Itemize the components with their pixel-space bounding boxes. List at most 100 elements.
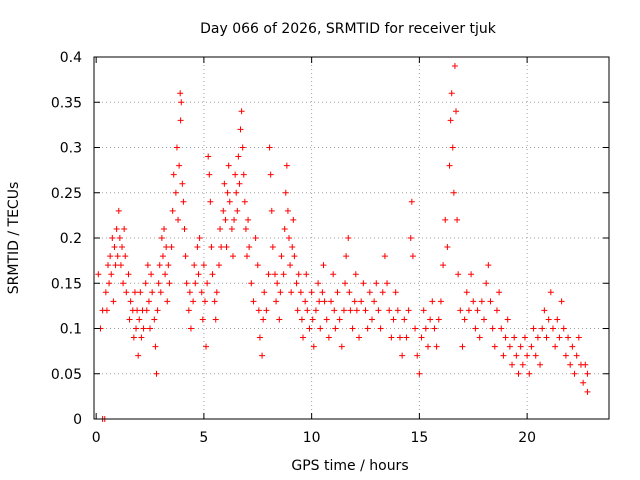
data-point [207, 198, 214, 205]
data-point [386, 307, 393, 314]
data-point [317, 325, 324, 332]
data-point [245, 216, 252, 223]
data-point [455, 271, 462, 278]
data-point [289, 244, 296, 251]
data-point [123, 289, 130, 296]
data-point [272, 271, 279, 278]
data-point [511, 334, 518, 341]
data-point [246, 244, 253, 251]
data-point [148, 271, 155, 278]
data-point [567, 361, 574, 368]
data-point [194, 244, 201, 251]
data-point [173, 144, 180, 151]
data-point [176, 162, 183, 169]
data-point [149, 289, 156, 296]
data-point [186, 289, 193, 296]
data-point [106, 280, 113, 287]
data-point [280, 271, 287, 278]
data-point [310, 343, 317, 350]
data-point [205, 153, 212, 160]
data-point [539, 325, 546, 332]
data-point [277, 289, 284, 296]
data-point [545, 316, 552, 323]
y-tick-label: 0.35 [51, 95, 82, 111]
data-point [114, 253, 121, 260]
data-point [427, 316, 434, 323]
data-point [223, 244, 230, 251]
data-point [236, 180, 243, 187]
data-point [242, 225, 249, 232]
data-point [331, 307, 338, 314]
y-tick-label: 0.2 [60, 231, 82, 247]
data-point [231, 216, 238, 223]
data-point [521, 334, 528, 341]
data-point [278, 253, 285, 260]
data-point [297, 289, 304, 296]
data-point [582, 361, 589, 368]
data-point [190, 298, 197, 305]
data-point [543, 334, 550, 341]
data-point [195, 271, 202, 278]
data-point [102, 289, 109, 296]
y-tick-label: 0.25 [51, 186, 82, 202]
data-point [330, 271, 337, 278]
data-point [170, 171, 177, 178]
data-point [500, 352, 507, 359]
data-point [229, 253, 236, 260]
data-point [263, 307, 270, 314]
data-point [182, 253, 189, 260]
data-point [211, 298, 218, 305]
data-point [291, 253, 298, 260]
data-point [440, 262, 447, 269]
axis-ticks [94, 56, 609, 420]
data-point [126, 316, 133, 323]
data-point [239, 144, 246, 151]
data-point [109, 235, 116, 241]
data-point [131, 289, 138, 296]
data-point [120, 280, 127, 287]
data-point [309, 316, 316, 323]
data-point [255, 307, 262, 314]
data-point [138, 334, 145, 341]
data-point [143, 307, 150, 314]
data-point [259, 352, 266, 359]
data-point [134, 307, 141, 314]
data-point [362, 307, 369, 314]
data-point [235, 153, 242, 160]
data-point [302, 298, 309, 305]
x-tick-labels: 0 5 10 15 20 [92, 430, 536, 446]
data-point [168, 244, 175, 251]
data-point [209, 271, 216, 278]
data-point [135, 352, 142, 359]
y-tick-labels: 0 0.05 0.1 0.15 0.2 0.25 0.3 0.35 0.4 [51, 50, 82, 428]
data-point [513, 352, 520, 359]
data-point [298, 316, 305, 323]
data-point [549, 325, 556, 332]
data-point [199, 316, 206, 323]
data-point [532, 352, 539, 359]
data-point [248, 280, 255, 287]
data-point [558, 298, 565, 305]
data-point [103, 307, 110, 314]
data-point [225, 162, 232, 169]
data-point [446, 162, 453, 169]
data-point [449, 144, 456, 151]
data-point [491, 343, 498, 350]
data-point [346, 289, 353, 296]
data-point [172, 189, 179, 196]
data-point [125, 271, 132, 278]
data-point [332, 325, 339, 332]
data-point [506, 343, 513, 350]
data-point [323, 316, 330, 323]
data-point [379, 289, 386, 296]
data-point [252, 235, 259, 241]
x-tick-label: 5 [199, 430, 208, 446]
data-point [308, 289, 315, 296]
data-point [347, 307, 354, 314]
data-point [360, 280, 367, 287]
data-point [338, 343, 345, 350]
data-points [95, 63, 591, 422]
data-point [431, 325, 438, 332]
data-point [294, 307, 301, 314]
